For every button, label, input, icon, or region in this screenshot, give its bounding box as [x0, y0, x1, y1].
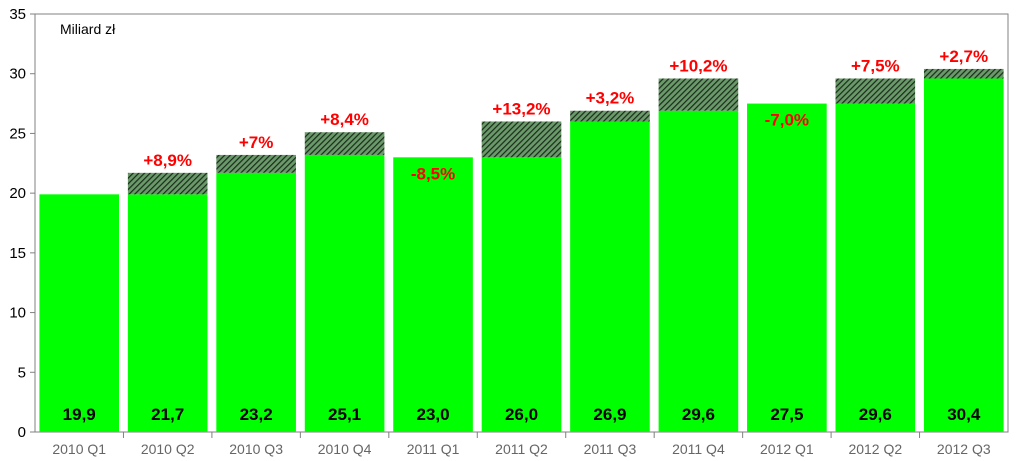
y-tick-label: 10 [9, 305, 26, 322]
value-label: 21,7 [151, 405, 184, 424]
x-tick-label: 2012 Q3 [937, 441, 991, 457]
change-label: -8,5% [411, 164, 455, 183]
change-label: +8,9% [143, 151, 192, 170]
y-tick-label: 25 [9, 125, 26, 142]
x-tick-label: 2011 Q2 [495, 441, 548, 457]
value-label: 26,9 [593, 405, 626, 424]
change-label: +2,7% [939, 47, 988, 66]
x-tick-label: 2012 Q1 [760, 441, 814, 457]
change-label: +13,2% [492, 99, 550, 118]
bar-increase-segment [923, 68, 1004, 79]
value-label: 27,5 [770, 405, 803, 424]
bar-increase-segment [481, 121, 562, 158]
change-label: +8,4% [320, 110, 369, 129]
y-tick-label: 0 [18, 424, 26, 441]
bar [923, 78, 1004, 433]
change-label: +7,5% [851, 56, 900, 75]
bars-layer: 19,9 21,7 +8,9% 23,2 +7% 25,1 +8,4% 23,0 -8,5% 26… [39, 47, 1004, 433]
bar [481, 157, 562, 433]
y-tick-label: 5 [18, 364, 26, 381]
bar [39, 194, 120, 432]
change-label: +10,2% [669, 56, 727, 75]
bar [747, 103, 827, 433]
bar [216, 172, 296, 432]
bar [835, 103, 916, 433]
change-label: +7% [239, 133, 274, 152]
bar-increase-segment [835, 78, 916, 104]
x-tick-label: 2012 Q2 [848, 441, 902, 457]
value-label: 25,1 [328, 405, 361, 424]
value-label: 23,2 [240, 405, 273, 424]
x-tick-label: 2011 Q3 [584, 441, 637, 457]
value-label: 23,0 [416, 405, 449, 424]
x-tick-label: 2010 Q3 [229, 441, 283, 457]
change-label: -7,0% [765, 111, 809, 130]
y-tick-label: 35 [9, 6, 26, 23]
value-label: 30,4 [947, 405, 981, 424]
y-tick-label: 15 [9, 245, 26, 262]
bar-increase-segment [216, 154, 296, 173]
bar [658, 110, 739, 432]
bar-increase-segment [658, 78, 739, 111]
bar-increase-segment [304, 132, 385, 155]
bar [304, 154, 385, 432]
x-tick-label: 2010 Q2 [141, 441, 195, 457]
value-label: 29,6 [682, 405, 715, 424]
x-tick-label: 2011 Q4 [672, 441, 725, 457]
change-label: +3,2% [586, 89, 635, 108]
y-axis: 0 5 10 15 20 25 30 35 [9, 6, 35, 441]
unit-label: Miliard zł [60, 21, 116, 37]
bar-increase-segment [570, 110, 650, 122]
value-label: 19,9 [63, 405, 96, 424]
x-tick-label: 2010 Q4 [318, 441, 372, 457]
bar [570, 121, 650, 432]
value-label: 29,6 [859, 405, 892, 424]
bar [127, 194, 208, 432]
value-label: 26,0 [505, 405, 538, 424]
x-tick-label: 2011 Q1 [407, 441, 460, 457]
bar [393, 157, 473, 433]
x-tick-label: 2010 Q1 [52, 441, 106, 457]
x-axis: 2010 Q1 2010 Q2 2010 Q3 2010 Q4 2011 Q1 2011 … [52, 432, 991, 457]
bar-increase-segment [127, 172, 208, 195]
y-tick-label: 20 [9, 185, 26, 202]
y-tick-label: 30 [9, 66, 26, 83]
